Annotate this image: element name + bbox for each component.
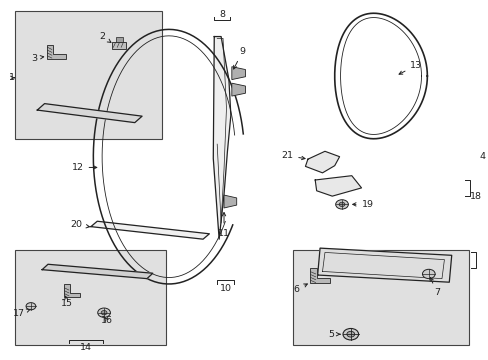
FancyBboxPatch shape [293, 250, 468, 345]
Bar [116, 37, 122, 42]
Text: 9: 9 [233, 47, 245, 69]
Text: 10: 10 [220, 284, 231, 293]
Circle shape [101, 311, 107, 315]
Polygon shape [224, 195, 236, 208]
Polygon shape [37, 104, 142, 123]
Text: 19: 19 [352, 200, 373, 209]
Polygon shape [91, 221, 209, 239]
Bar [112, 42, 126, 49]
Text: 17: 17 [13, 309, 30, 318]
Polygon shape [231, 83, 245, 96]
FancyBboxPatch shape [15, 12, 161, 139]
Text: 20: 20 [70, 220, 89, 229]
Text: 21: 21 [281, 151, 305, 160]
Text: 11: 11 [218, 212, 229, 238]
Text: 7: 7 [429, 278, 439, 297]
Text: 8: 8 [219, 10, 225, 19]
Text: 4: 4 [478, 152, 485, 161]
Text: 5: 5 [327, 330, 339, 339]
Text: 12: 12 [71, 163, 97, 172]
Polygon shape [305, 151, 339, 173]
Polygon shape [231, 67, 245, 80]
Circle shape [346, 331, 354, 337]
Text: 1: 1 [8, 73, 14, 82]
Circle shape [422, 269, 434, 279]
FancyBboxPatch shape [15, 250, 166, 345]
Text: 14: 14 [80, 343, 92, 352]
Text: 13: 13 [398, 61, 422, 74]
Polygon shape [315, 176, 361, 196]
Text: 16: 16 [101, 316, 113, 325]
Circle shape [26, 303, 36, 310]
Polygon shape [317, 248, 451, 282]
Text: 18: 18 [469, 192, 481, 201]
Polygon shape [42, 264, 153, 279]
Circle shape [342, 328, 358, 340]
Text: 2: 2 [99, 32, 111, 42]
Circle shape [98, 308, 110, 318]
Polygon shape [213, 37, 230, 239]
Text: 15: 15 [61, 296, 73, 308]
Polygon shape [47, 45, 65, 59]
Polygon shape [310, 268, 329, 283]
Circle shape [335, 200, 347, 209]
Text: 6: 6 [293, 284, 307, 294]
Polygon shape [64, 284, 80, 297]
Text: 3: 3 [31, 54, 43, 63]
Circle shape [338, 202, 344, 207]
